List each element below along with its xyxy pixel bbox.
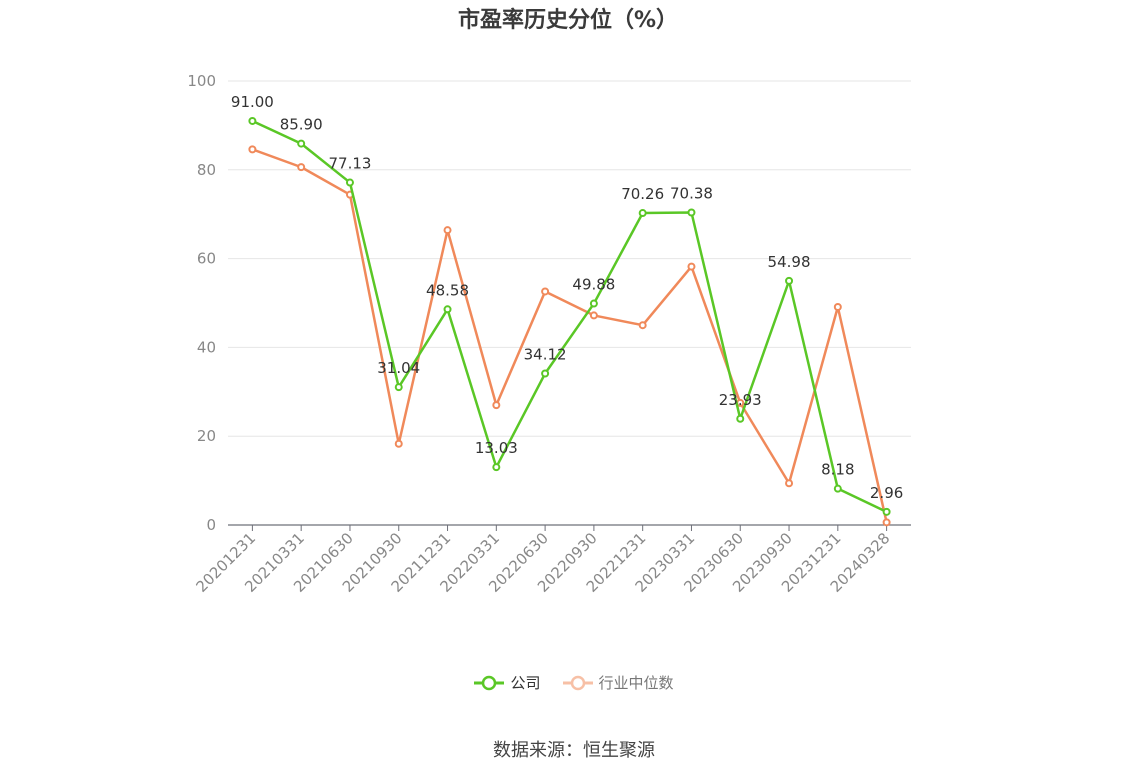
data-point-company <box>736 414 745 423</box>
data-label: 77.13 <box>328 155 371 173</box>
chart-title: 市盈率历史分位（%） <box>457 8 679 33</box>
data-point-industry <box>833 302 842 311</box>
data-label: 2.96 <box>870 484 903 502</box>
series-line-company <box>251 119 888 513</box>
legend-label-company: 公司 <box>510 674 541 692</box>
data-point-industry <box>492 401 501 410</box>
data-point-company <box>297 139 306 148</box>
data-label: 8.18 <box>821 461 854 479</box>
legend-industry-icon <box>562 675 593 690</box>
legend-item-company[interactable]: 公司 <box>474 672 541 693</box>
data-point-industry <box>443 226 452 235</box>
data-point-company <box>589 299 598 308</box>
data-point-industry <box>297 163 306 172</box>
data-point-company <box>492 463 501 472</box>
data-point-company <box>687 208 696 217</box>
legend-company-icon <box>474 675 505 690</box>
data-label: 31.04 <box>377 359 420 377</box>
data-point-company <box>833 484 842 493</box>
data-source: 数据来源：恒生聚源 <box>493 740 655 761</box>
data-point-company <box>394 383 403 392</box>
data-point-company <box>785 276 794 285</box>
y-tick-label: 20 <box>197 427 216 445</box>
data-point-industry <box>785 479 794 488</box>
data-point-industry <box>394 439 403 448</box>
series-line-industry <box>251 148 888 523</box>
data-label: 23.93 <box>719 391 762 409</box>
y-tick-label: 40 <box>197 338 216 356</box>
data-point-company <box>882 507 891 516</box>
data-point-industry <box>687 262 696 271</box>
data-label: 13.03 <box>475 439 518 457</box>
data-labels: 91.00 85.90 77.13 31.04 48.58 13.03 34.12 49.88… <box>231 93 903 502</box>
legend: 公司 行业中位数 <box>0 672 1148 693</box>
data-point-industry <box>541 287 550 296</box>
data-label: 34.12 <box>524 346 567 364</box>
data-point-company <box>443 305 452 314</box>
data-label: 49.88 <box>572 276 615 294</box>
data-point-industry <box>248 145 257 154</box>
data-point-industry <box>638 321 647 330</box>
data-label: 48.58 <box>426 281 469 299</box>
grid-lines <box>228 80 911 437</box>
data-point-company <box>541 369 550 378</box>
legend-item-industry[interactable]: 行业中位数 <box>562 672 674 693</box>
y-tick-label: 80 <box>197 161 216 179</box>
data-point-industry <box>589 311 598 320</box>
legend-label-industry: 行业中位数 <box>598 674 674 692</box>
data-point-industry <box>882 518 891 527</box>
data-point-company <box>345 178 354 187</box>
y-tick-label: 100 <box>187 72 216 90</box>
data-point-company <box>248 116 257 125</box>
data-label: 85.90 <box>280 116 323 134</box>
data-label: 70.38 <box>670 185 713 203</box>
series-lines <box>248 116 891 527</box>
data-label: 91.00 <box>231 93 274 111</box>
y-tick-label: 0 <box>206 516 216 534</box>
data-label: 70.26 <box>621 185 664 203</box>
y-tick-label: 60 <box>197 250 216 268</box>
data-label: 54.98 <box>768 253 811 271</box>
data-point-company <box>638 209 647 218</box>
